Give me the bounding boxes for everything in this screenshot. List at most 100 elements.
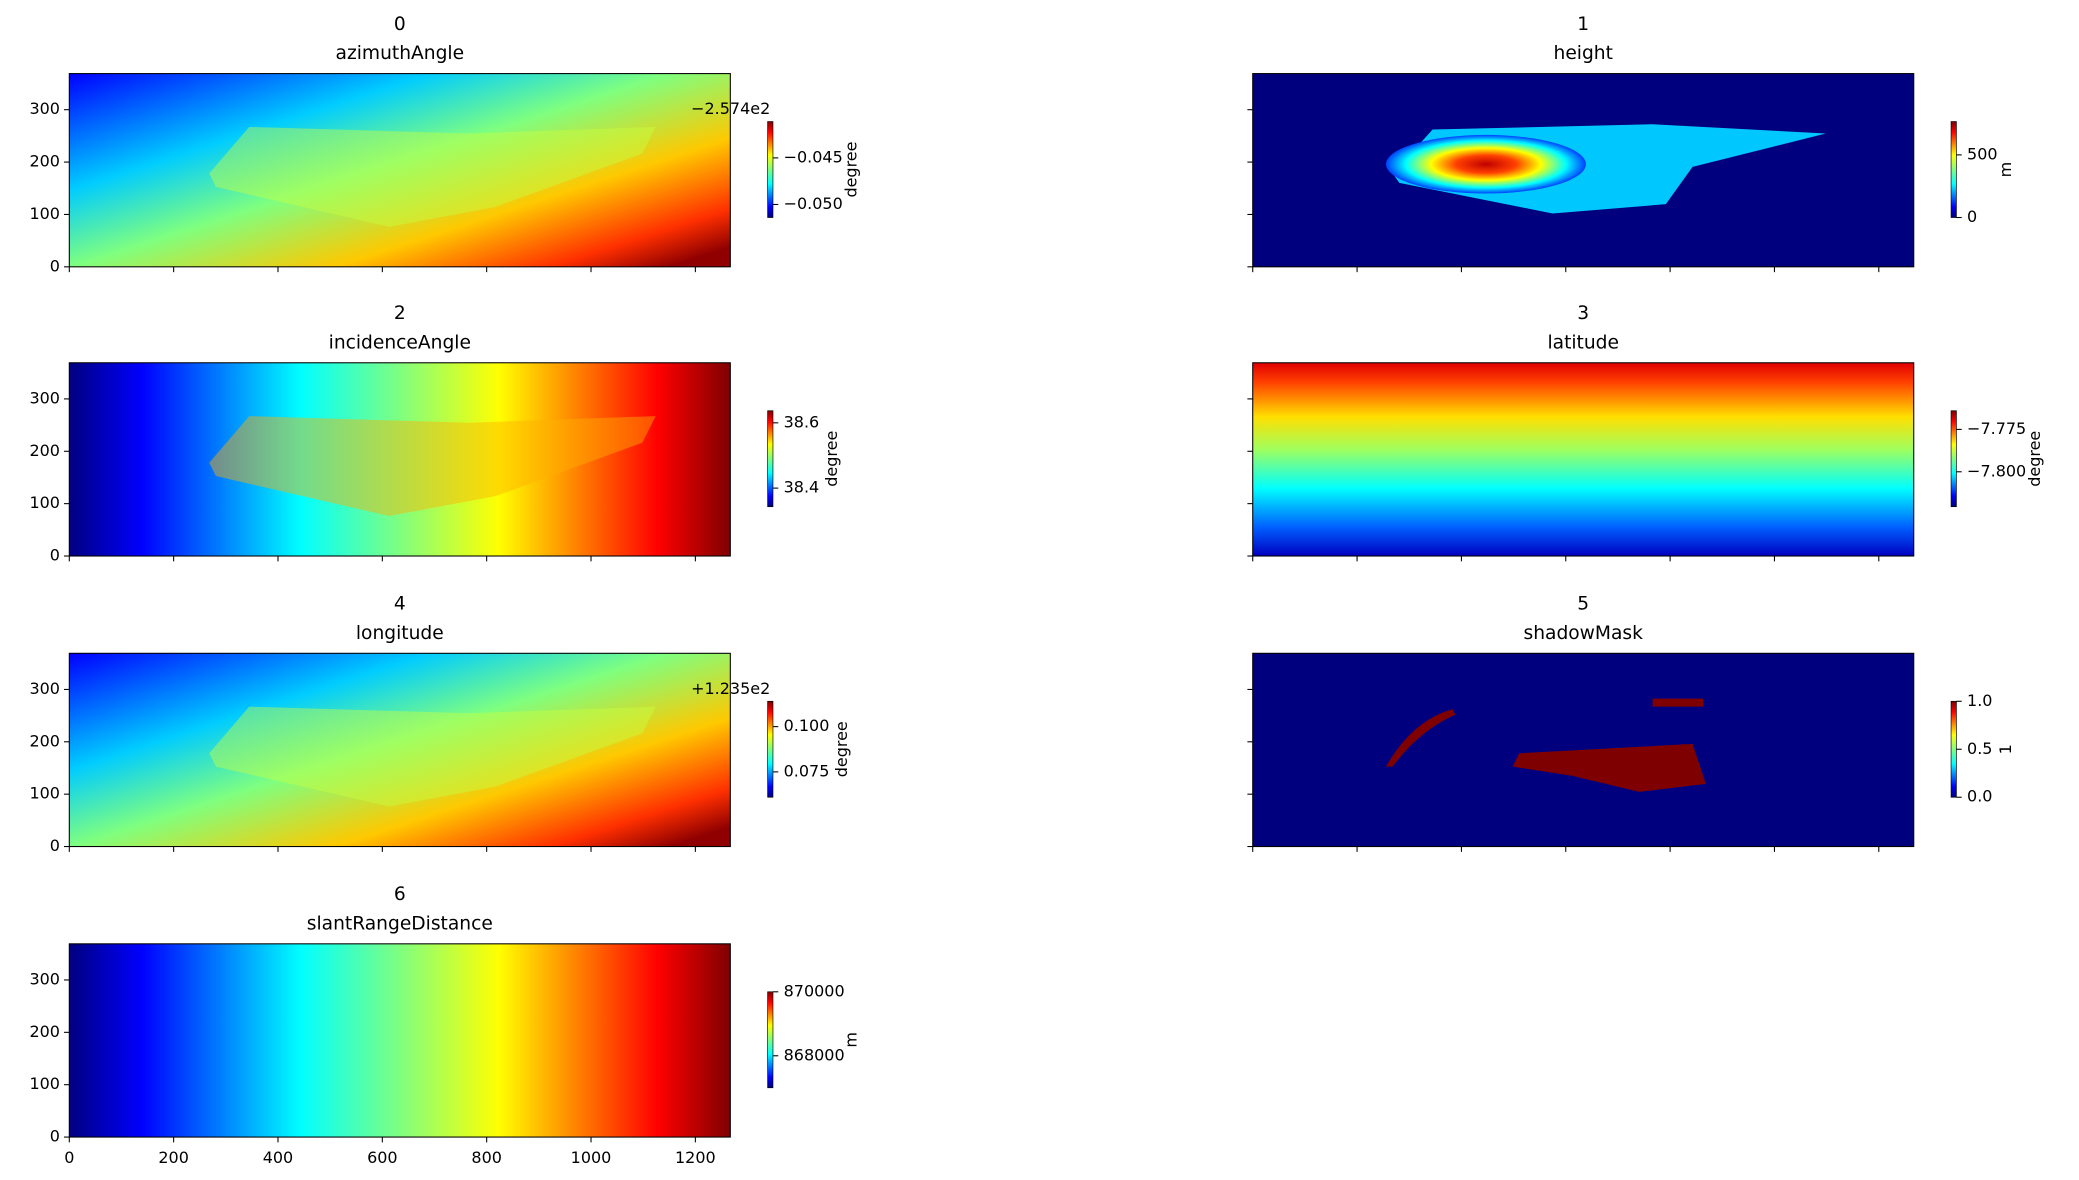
subplot: 4 longitude 0 100 200 300 0.075 0.100 degree +1.2… <box>29 593 850 855</box>
heatmap <box>69 73 731 267</box>
colorbar-tick-label: 0.5 <box>1967 739 1992 758</box>
axes-frame <box>68 73 731 268</box>
colorbar-tick-label: 870000 <box>784 981 845 1000</box>
panel-title: 5 <box>1577 593 1589 614</box>
colorbar <box>1950 121 1957 218</box>
heatmap-image <box>1252 73 1914 267</box>
colorbar-tick-label: −0.045 <box>784 147 843 166</box>
offset-text: −2.574e2 <box>691 99 770 118</box>
y-tick-label: 300 <box>29 679 60 698</box>
colorbar-label: m <box>1996 162 2015 178</box>
x-tick-label: 600 <box>367 1148 398 1167</box>
heatmap <box>69 943 731 1138</box>
y-tick-label: 0 <box>50 836 60 855</box>
x-tick-label: 400 <box>263 1148 294 1167</box>
colorbar <box>767 410 774 508</box>
y-tick-label: 100 <box>29 784 60 803</box>
subplot: 0 azimuthAngle 0 100 200 300 −0.050 −0.045degre… <box>29 14 860 276</box>
y-tick-label: 200 <box>29 441 60 460</box>
x-tick-label: 800 <box>471 1148 502 1167</box>
colorbar-tick-label: −0.050 <box>784 194 843 213</box>
colorbar-label: degree <box>2025 431 2044 487</box>
panel-title: 4 <box>394 593 406 614</box>
colorbar <box>1950 410 1957 508</box>
colorbar-tick-label: 38.6 <box>784 412 820 431</box>
x-tick-label: 1000 <box>571 1148 612 1167</box>
colorbar <box>1950 700 1957 798</box>
axes-frame <box>68 943 731 1138</box>
colorbar-tick-label: 38.4 <box>784 478 820 497</box>
image-detail <box>209 416 656 517</box>
y-tick-label: 0 <box>50 1127 60 1146</box>
y-tick-label: 300 <box>29 388 60 407</box>
panel-title: 6 <box>394 884 406 905</box>
x-tick-label: 0 <box>64 1148 74 1167</box>
colorbar-label: degree <box>841 142 860 198</box>
heatmap-image <box>69 653 731 847</box>
panel-subtitle: latitude <box>1547 332 1619 353</box>
y-tick-label: 100 <box>29 493 60 512</box>
heatmap <box>1252 362 1914 557</box>
colorbar-tick-label: 500 <box>1967 144 1998 163</box>
panel-subtitle: slantRangeDistance <box>307 913 493 934</box>
panel-subtitle: height <box>1554 43 1613 64</box>
heatmap-image <box>1252 653 1914 847</box>
panel-title: 2 <box>394 303 406 324</box>
colorbar-tick-label: 1.0 <box>1967 691 1992 710</box>
colorbar-tick-label: 0.075 <box>784 761 830 780</box>
colorbar-label: degree <box>822 431 841 487</box>
y-tick-label: 200 <box>29 731 60 750</box>
colorbar-tick-label: 868000 <box>784 1045 845 1064</box>
y-tick-label: 100 <box>29 204 60 223</box>
heatmap <box>69 653 731 847</box>
panel-subtitle: shadowMask <box>1524 623 1644 644</box>
axes-frame <box>1252 652 1915 848</box>
axes-frame <box>1252 73 1915 268</box>
image-detail <box>209 126 656 227</box>
y-tick-label: 0 <box>50 546 60 565</box>
axes-frame <box>68 362 731 557</box>
colorbar <box>767 991 774 1089</box>
y-tick-label: 100 <box>29 1074 60 1093</box>
panel-title: 3 <box>1577 303 1589 324</box>
y-tick-label: 200 <box>29 152 60 171</box>
colorbar-tick-label: 0.0 <box>1967 787 1992 806</box>
image-detail <box>1512 743 1706 792</box>
y-tick-label: 300 <box>29 969 60 988</box>
heatmap-image <box>69 362 731 557</box>
heatmap-image <box>69 73 731 267</box>
axes-frame <box>1252 362 1915 557</box>
colorbar-tick-label: −7.775 <box>1967 419 2026 438</box>
image-detail <box>209 706 656 807</box>
panel-subtitle: longitude <box>356 623 444 644</box>
colorbar-tick-label: −7.800 <box>1967 461 2026 480</box>
colorbar <box>767 121 774 218</box>
x-tick-label: 1200 <box>675 1148 716 1167</box>
heatmap <box>69 362 731 557</box>
y-tick-label: 0 <box>50 256 60 275</box>
image-detail <box>1652 698 1704 707</box>
image-detail <box>1386 709 1456 767</box>
axes-frame <box>68 652 731 848</box>
colorbar-tick-label: 0 <box>1967 207 1977 226</box>
subplot: 5 shadowMask 0.0 0.5 1.0 1 <box>1247 593 2015 852</box>
y-tick-label: 200 <box>29 1022 60 1041</box>
panel-title: 1 <box>1577 14 1589 35</box>
offset-text: +1.235e2 <box>691 679 770 698</box>
heatmap-image <box>1252 362 1914 557</box>
image-detail <box>1386 134 1586 194</box>
panel-title: 0 <box>394 14 406 35</box>
x-tick-label: 200 <box>158 1148 189 1167</box>
panel-subtitle: incidenceAngle <box>329 332 471 353</box>
heatmap-image <box>69 943 731 1138</box>
y-tick-label: 300 <box>29 99 60 118</box>
panel-subtitle: azimuthAngle <box>336 43 465 64</box>
colorbar-tick-label: 0.100 <box>784 716 830 735</box>
colorbar-label: m <box>841 1032 860 1048</box>
colorbar-label: 1 <box>1996 744 2015 754</box>
